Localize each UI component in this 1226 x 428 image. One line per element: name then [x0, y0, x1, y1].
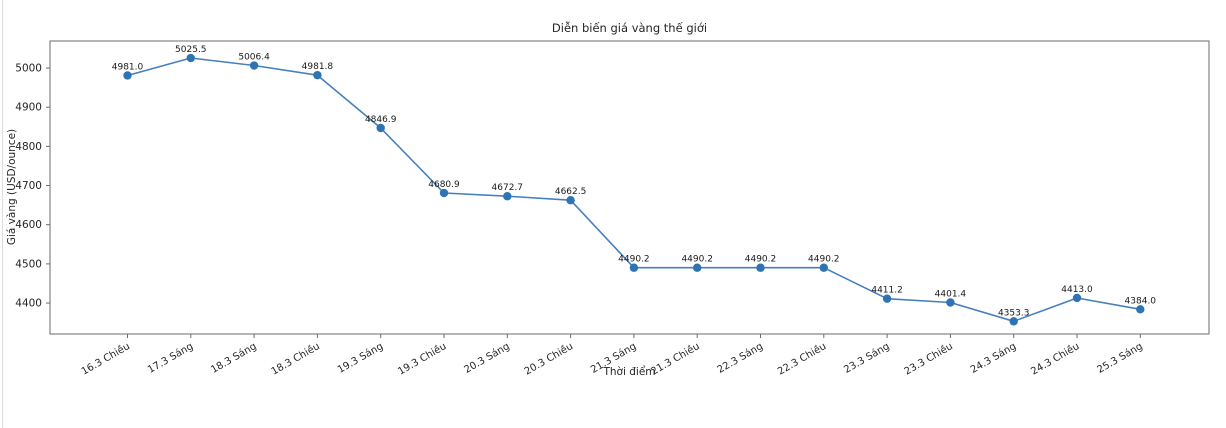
data-point-label: 4490.2: [808, 255, 840, 265]
data-point-marker: [376, 123, 385, 133]
data-point-label: 4981.8: [302, 62, 334, 72]
data-point-label: 4413.0: [1061, 285, 1093, 295]
data-point-marker: [1072, 293, 1082, 303]
data-point-marker: [123, 71, 132, 80]
data-point-label: 4981.0: [112, 62, 144, 72]
data-point-marker: [756, 263, 765, 272]
y-tick-label: 4400: [15, 298, 42, 310]
y-tick-label: 4700: [15, 180, 42, 192]
left-edge-divider: [2, 0, 3, 428]
y-tick-label: 4800: [15, 141, 42, 153]
data-point-label: 4353.3: [998, 308, 1030, 318]
data-point-label: 5025.5: [175, 45, 207, 55]
data-point-marker: [819, 263, 828, 272]
data-point-label: 4672.7: [492, 183, 524, 193]
data-point-label: 4490.2: [681, 255, 713, 265]
data-point-label: 4401.4: [935, 290, 967, 300]
data-point-marker: [566, 196, 575, 205]
y-tick-label: 4600: [15, 219, 42, 231]
data-point-label: 4490.2: [618, 255, 650, 265]
data-point-marker: [186, 53, 195, 63]
y-axis-label: Giá vàng (USD/ounce): [6, 128, 18, 246]
series-line: [127, 57, 1141, 323]
y-tick-label: 4500: [15, 258, 42, 270]
data-point-marker: [693, 263, 702, 272]
y-tick-label: 4900: [15, 102, 42, 114]
data-point-marker: [882, 294, 892, 303]
plot-frame: [49, 40, 1210, 335]
data-point-label: 4662.5: [555, 187, 587, 197]
data-point-marker: [313, 70, 322, 80]
x-axis-label: Thời điểm: [603, 366, 656, 378]
data-point-marker: [946, 298, 955, 307]
data-point-label: 4680.9: [428, 180, 460, 190]
data-point-label: 4411.2: [871, 286, 903, 296]
data-point-marker: [1009, 317, 1018, 326]
data-point-label: 4846.9: [365, 115, 397, 125]
y-tick-label: 5000: [15, 63, 42, 75]
data-point-label: 5006.4: [238, 53, 270, 63]
data-point-marker: [439, 188, 449, 198]
data-point-label: 4490.2: [745, 255, 777, 265]
data-point-label: 4384.0: [1125, 296, 1157, 306]
data-point-marker: [249, 61, 259, 70]
chart-title: Diễn biến giá vàng thế giới: [551, 21, 708, 35]
data-point-marker: [1136, 305, 1145, 314]
data-point-marker: [503, 192, 512, 201]
data-point-marker: [629, 263, 639, 272]
